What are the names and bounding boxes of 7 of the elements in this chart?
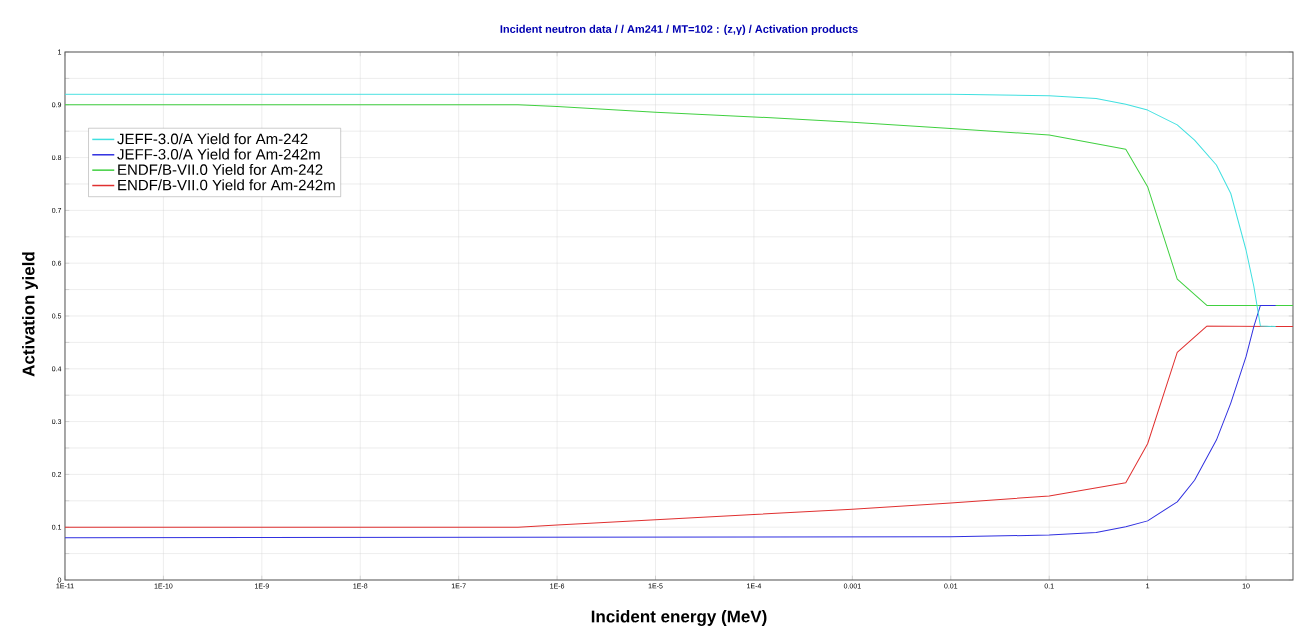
- x-axis-title: Incident energy (MeV): [591, 610, 767, 626]
- legend-label: ENDF/B-VII.0 Yield for Am-242m: [118, 179, 335, 191]
- chart-title: Incident neutron data / / Am241 / MT=102 : (z,γ) / Activation products: [500, 24, 858, 36]
- y-axis-title: Activation yield: [22, 252, 38, 377]
- legend-label: JEFF-3.0/A Yield for Am-242: [117, 133, 308, 145]
- legend-label: ENDF/B-VII.0 Yield for Am-242: [118, 163, 323, 175]
- legend-label: JEFF-3.0/A Yield for Am-242m: [117, 148, 320, 160]
